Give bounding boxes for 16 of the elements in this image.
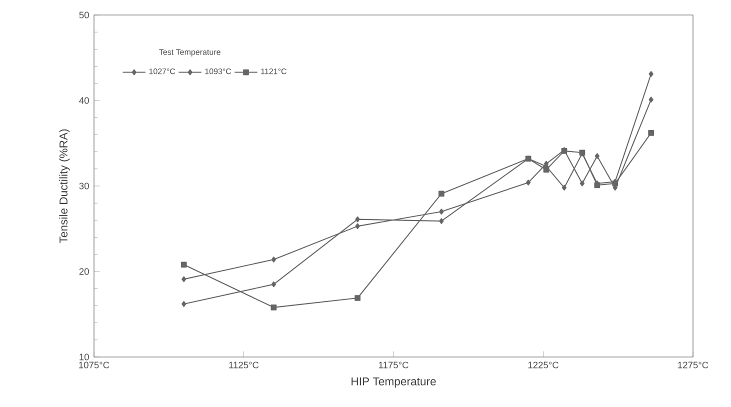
y-tick-label: 10 (80, 354, 89, 360)
y-tick-label: 40 (79, 97, 89, 104)
x-tick-label: 1175°C (378, 362, 408, 368)
legend-title: Test Temperature (159, 49, 220, 56)
y-tick-label: 30 (79, 182, 89, 190)
y-tick-label: 50 (79, 12, 89, 18)
y-axis-title: Tensile Ductility (%RA) (59, 129, 70, 244)
legend-label: 1093°C (205, 68, 232, 74)
x-axis-title: HIP Temperature (352, 377, 436, 388)
legend-label: 1121°C (261, 68, 286, 74)
legend-label: 1027°C (149, 68, 176, 74)
x-tick-label: 1125°C (229, 362, 259, 368)
x-tick-label: 1075°C (79, 362, 110, 368)
x-tick-label: 1275°C (678, 362, 708, 368)
x-tick-label: 1225°C (528, 362, 559, 368)
y-tick-label: 20 (79, 268, 89, 275)
